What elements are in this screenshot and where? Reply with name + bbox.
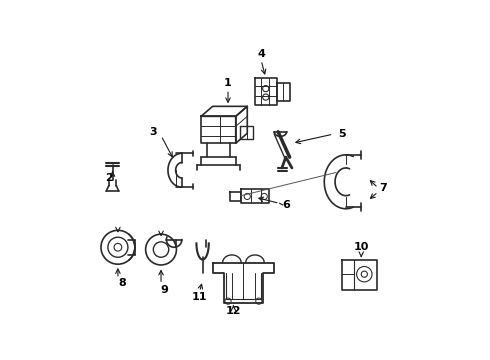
Text: 12: 12 [226,306,241,316]
Text: 2: 2 [105,173,113,183]
Text: 11: 11 [192,292,207,302]
Text: 3: 3 [149,127,157,137]
Text: 1: 1 [224,78,232,88]
Text: 4: 4 [257,49,265,59]
Text: 8: 8 [119,278,126,288]
Text: 10: 10 [354,242,369,252]
Text: 5: 5 [338,129,346,139]
Text: 7: 7 [380,183,388,193]
Text: 9: 9 [160,285,168,294]
Text: 6: 6 [283,200,291,210]
